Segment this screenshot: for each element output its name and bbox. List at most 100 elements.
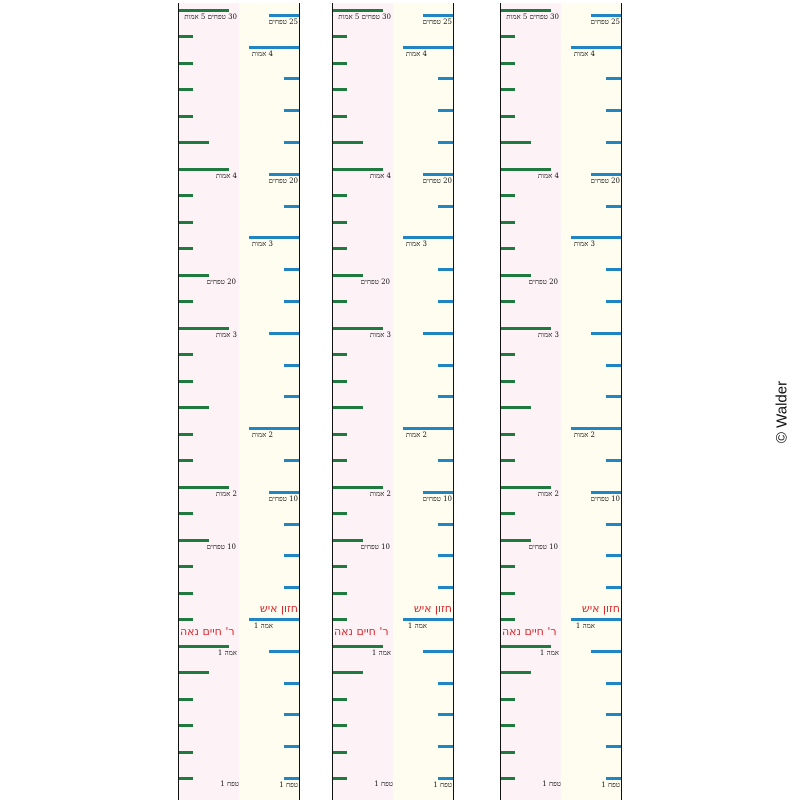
green-tick xyxy=(501,247,515,250)
right-tefach-label: טפח 1 xyxy=(279,781,298,789)
blue-tick xyxy=(606,554,621,558)
blue-tick xyxy=(438,363,453,367)
blue-tick xyxy=(403,427,453,431)
left-2-amot-label: 2 אמות xyxy=(369,489,391,498)
green-tick xyxy=(179,353,193,356)
green-tick xyxy=(333,406,363,409)
right-3-amot-label: 3 אמות xyxy=(405,240,427,249)
blue-tick xyxy=(438,554,453,558)
blue-tick xyxy=(606,681,621,685)
green-tick xyxy=(501,591,515,595)
blue-tick xyxy=(591,649,621,653)
blue-tick xyxy=(249,236,299,240)
right-scale-name: חזון איש xyxy=(581,602,620,615)
blue-tick xyxy=(606,204,621,208)
green-tick xyxy=(501,406,531,409)
ruler-left-edge xyxy=(332,3,333,800)
blue-tick xyxy=(571,45,621,49)
green-tick xyxy=(333,750,347,754)
right-2-amot-label: 2 אמות xyxy=(405,431,427,440)
left-tefach-label: טפח 1 xyxy=(374,780,393,788)
green-tick xyxy=(501,35,515,38)
green-tick xyxy=(333,777,347,780)
blue-tick xyxy=(423,172,453,176)
blue-tick xyxy=(269,490,299,494)
right-tefach-label: טפח 1 xyxy=(601,781,620,789)
left-tefach-label: טפח 1 xyxy=(220,780,239,788)
ruler-left-edge xyxy=(178,3,179,800)
left-4-amot-label: 4 אמות xyxy=(537,171,559,180)
blue-tick xyxy=(438,77,453,81)
right-20-tefachim-label: 20 טפחים xyxy=(268,176,298,185)
left-top-label: 30 טפחים 5 אמות xyxy=(338,12,391,21)
green-tick xyxy=(179,750,193,754)
blue-tick xyxy=(606,363,621,367)
right-20-tefachim-label: 20 טפחים xyxy=(422,176,452,185)
green-tick xyxy=(179,565,193,568)
green-tick xyxy=(179,379,193,383)
blue-tick xyxy=(284,363,299,367)
green-tick xyxy=(501,114,515,118)
left-10-tefachim-label: 10 טפחים xyxy=(528,542,558,551)
blue-tick xyxy=(284,681,299,685)
blue-tick xyxy=(284,459,299,462)
left-4-amot-label: 4 אמות xyxy=(215,171,237,180)
green-tick xyxy=(333,644,383,648)
right-25-tefachim-label: 25 טפחים xyxy=(422,17,452,26)
left-scale-name: ר' חיים נאה xyxy=(502,624,557,638)
green-tick xyxy=(333,432,347,436)
blue-tick xyxy=(606,395,621,399)
green-tick xyxy=(333,167,383,171)
green-tick xyxy=(333,671,363,674)
green-tick xyxy=(333,538,363,542)
right-scale-band xyxy=(393,3,454,800)
left-2-amot-label: 2 אמות xyxy=(537,489,559,498)
blue-tick xyxy=(284,522,299,526)
left-3-amot-label: 3 אמות xyxy=(215,330,237,339)
right-25-tefachim-label: 25 טפחים xyxy=(590,17,620,26)
right-25-tefachim-label: 25 טפחים xyxy=(268,17,298,26)
right-3-amot-label: 3 אמות xyxy=(251,240,273,249)
blue-tick xyxy=(438,522,453,526)
blue-tick xyxy=(606,713,621,717)
left-scale-band xyxy=(178,3,239,800)
green-tick xyxy=(501,618,515,621)
green-tick xyxy=(501,697,515,701)
green-tick xyxy=(179,194,193,197)
green-tick xyxy=(333,353,347,356)
green-tick xyxy=(179,697,193,701)
right-3-amot-label: 3 אמות xyxy=(573,240,595,249)
blue-tick xyxy=(606,586,621,590)
blue-tick xyxy=(438,745,453,749)
blue-tick xyxy=(284,713,299,717)
right-20-tefachim-label: 20 טפחים xyxy=(590,176,620,185)
green-tick xyxy=(333,8,383,12)
right-scale-name: חזון איש xyxy=(259,602,298,615)
ruler-strip: טפח 1 אמה 1 10 טפחים 2 אמות 3 אמות 20 טפחים 4 … xyxy=(500,3,622,800)
blue-tick xyxy=(284,204,299,208)
blue-tick xyxy=(284,395,299,399)
blue-tick xyxy=(571,618,621,621)
green-tick xyxy=(501,644,551,648)
blue-tick xyxy=(403,618,453,621)
green-tick xyxy=(333,247,347,250)
blue-tick xyxy=(438,777,453,780)
blue-tick xyxy=(571,236,621,240)
green-tick xyxy=(179,61,193,65)
left-scale-band xyxy=(500,3,561,800)
blue-tick xyxy=(438,268,453,272)
green-tick xyxy=(333,565,347,568)
right-4-amot-label: 4 אמות xyxy=(251,49,273,58)
green-tick xyxy=(501,167,551,171)
ruler-strip: טפח 1 אמה 1 10 טפחים 2 אמות 3 אמות 20 טפחים 4 … xyxy=(332,3,454,800)
blue-tick xyxy=(606,745,621,749)
green-tick xyxy=(333,220,347,224)
green-tick xyxy=(179,326,229,330)
blue-tick xyxy=(438,141,453,144)
blue-tick xyxy=(284,77,299,81)
green-tick xyxy=(501,485,551,489)
left-10-tefachim-label: 10 טפחים xyxy=(360,542,390,551)
right-4-amot-label: 4 אמות xyxy=(573,49,595,58)
green-tick xyxy=(501,459,515,462)
green-tick xyxy=(333,273,363,277)
